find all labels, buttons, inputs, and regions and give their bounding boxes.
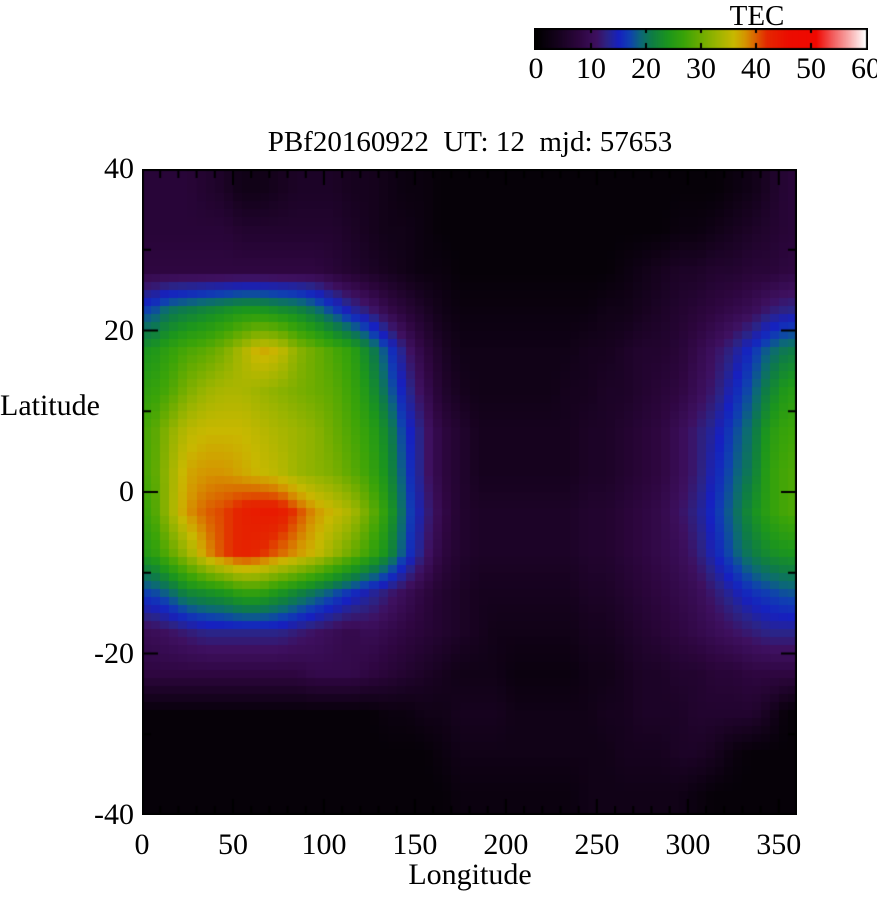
colorbar-tick-label: 30: [686, 52, 716, 85]
colorbar-tick-label: 50: [796, 52, 826, 85]
tec-heatmap: [142, 169, 797, 815]
y-tick-label: 0: [119, 475, 134, 508]
colorbar-tick-label: 40: [741, 52, 771, 85]
x-tick-label: 300: [665, 828, 711, 861]
x-tick-label: 50: [217, 828, 248, 861]
y-tick-label: 40: [104, 152, 134, 185]
plot-title: PBf20160922 UT: 12 mjd: 57653: [267, 126, 673, 158]
y-axis-label: Latitude: [0, 389, 100, 422]
colorbar-tick-label: 20: [631, 52, 661, 85]
x-tick-label: 200: [483, 828, 529, 861]
y-tick-label: 20: [104, 313, 134, 347]
y-tick-label: -40: [94, 798, 134, 831]
x-tick-label: 350: [756, 828, 802, 861]
x-tick-label: 150: [392, 828, 438, 861]
colorbar-tick-label: 60: [851, 52, 877, 85]
y-tick-label: -20: [94, 636, 134, 670]
colorbar-tick-label: 10: [576, 52, 606, 85]
colorbar-tick-label: 0: [528, 52, 544, 85]
colorbar-gradient: [534, 28, 868, 50]
x-axis-label: Longitude: [408, 858, 532, 891]
x-tick-label: 0: [134, 828, 150, 861]
x-tick-label: 250: [574, 828, 620, 861]
x-tick-label: 100: [301, 828, 347, 861]
colorbar-title: TEC: [729, 0, 785, 32]
